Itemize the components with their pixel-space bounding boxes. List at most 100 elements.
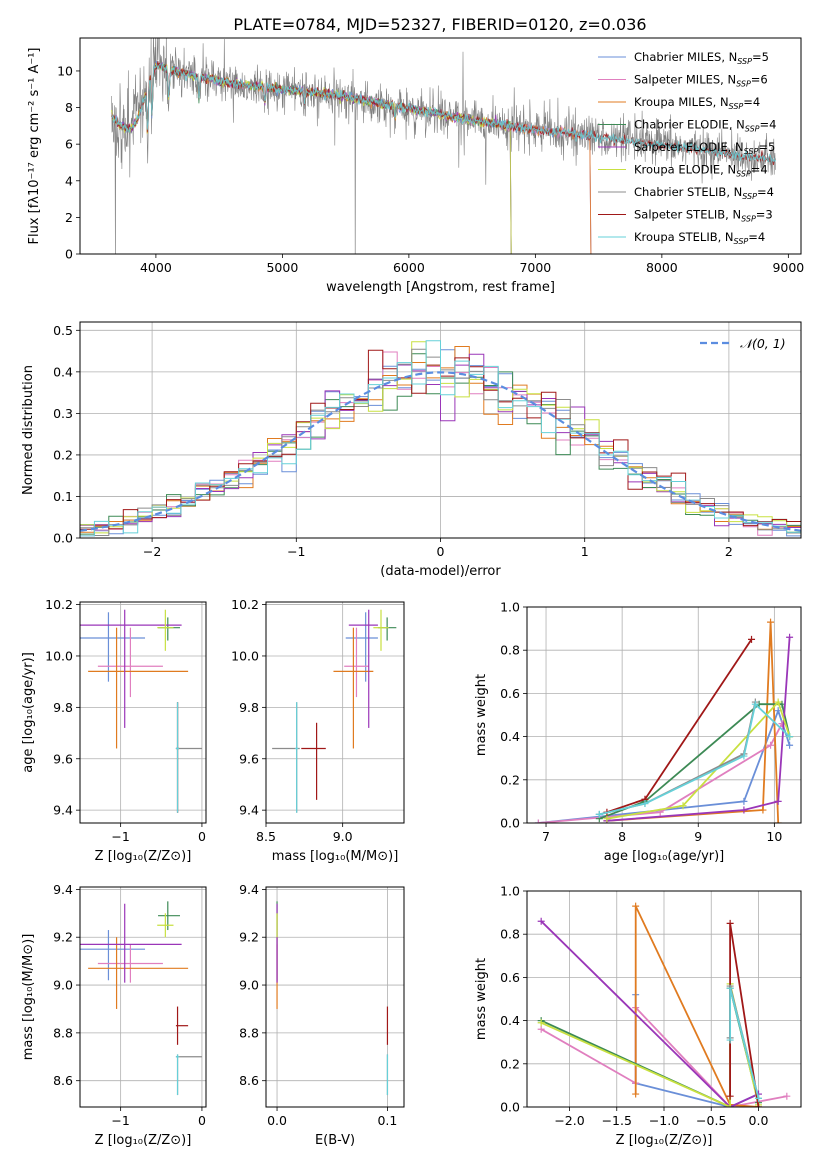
weight_vs_age-ytick-label: 0.4 <box>500 729 520 744</box>
series-kroupa_elodie <box>606 700 791 820</box>
age_vs_Z-panel: −1 0 9.4 9.6 9.8 10.0 10.2 Z [log₁₀(Z/Z⊙)] age [… <box>21 597 207 864</box>
age_vs_mass-xlabel: mass [log₁₀(M/M⊙)] <box>272 849 399 864</box>
weight_vs_Z-ytick-label: 0.6 <box>500 970 520 985</box>
age_vs_mass-panel: 8.5 9.0 9.4 9.6 9.8 10.0 10.2 mass [log₁₀(M/M⊙)… <box>231 597 405 864</box>
mass_vs_ebv-ytick-label: 9.4 <box>239 882 259 897</box>
marker-kroupa_elodie <box>603 815 611 823</box>
mass_vs_Z-xlabel: Z [log₁₀(Z/Z⊙)] <box>95 1133 192 1148</box>
marker-kroupa_elodie <box>679 802 687 810</box>
age_vs_Z-ytick-label: 10.0 <box>45 648 73 663</box>
mass_vs_Z-ytick-label: 8.8 <box>53 1025 73 1040</box>
legend-label-kroupa_elodie: Kroupa ELODIE, NSSP=4 <box>634 163 768 179</box>
observed-spectrum-line <box>111 38 776 254</box>
age_vs_mass-points <box>272 609 397 813</box>
mass_vs_ebv-xtick-label: 0.1 <box>377 1113 397 1128</box>
gaussian-legend-label: 𝒩(0, 1) <box>740 336 786 351</box>
marker-salpeter_stelib <box>726 1092 734 1100</box>
marker-kroupa_stelib <box>726 1036 734 1044</box>
marker-kroupa_miles <box>767 618 775 626</box>
series-kroupa_miles <box>634 905 759 1107</box>
spectrum-ytick-label: 0 <box>65 247 73 262</box>
weight_vs_age-grid <box>527 606 801 824</box>
weight_vs_age-ytick-label: 1.0 <box>500 600 520 615</box>
spectrum-ytick-label: 8 <box>65 100 73 115</box>
marker-salpeter_miles <box>534 819 542 823</box>
series-kroupa_elodie <box>540 983 760 1107</box>
spectrum-panel: 4000 5000 6000 7000 8000 9000 0 2 4 6 8 10 wavelengt… <box>27 37 804 295</box>
marker-salpeter_miles <box>537 1025 545 1033</box>
mass_vs_Z-panel: −1 0 8.6 8.8 9.0 9.2 9.4 Z [log₁₀(Z/Z⊙)] mass [l… <box>21 882 207 1148</box>
spectrum-legend: Chabrier MILES, NSSP=5 Salpeter MILES, NS… <box>598 50 776 246</box>
weight_vs_age-xtick-label: 7 <box>542 829 550 844</box>
age_vs_mass-frame <box>265 601 405 824</box>
spectrum-frame <box>79 37 802 255</box>
age_vs_mass-xtick-label: 9.0 <box>333 829 353 844</box>
marker-salpeter_miles <box>783 1092 791 1100</box>
age_vs_mass-ytick-label: 9.4 <box>239 803 259 818</box>
age_vs_Z-ticks: −1 0 9.4 9.6 9.8 10.0 10.2 <box>45 597 206 844</box>
histogram-kroupa_stelib <box>80 340 801 537</box>
series-kroupa_stelib <box>729 987 760 1099</box>
spectrum-xtick-label: 7000 <box>519 260 551 275</box>
mass_vs_ebv-ytick-label: 9.0 <box>239 978 259 993</box>
weight_vs_Z-xtick-label: −1.5 <box>602 1113 632 1128</box>
model-spectrum-kroupa_stelib <box>111 62 777 163</box>
age_vs_Z-xtick-label: −1 <box>111 829 129 844</box>
weight_vs_Z-xtick-label: −0.5 <box>696 1113 726 1128</box>
weight_vs_age-xtick-label: 9 <box>694 829 702 844</box>
legend-label-kroupa_stelib: Kroupa STELIB, NSSP=4 <box>634 230 765 246</box>
age_vs_Z-frame <box>79 601 207 824</box>
marker-kroupa_stelib <box>751 700 759 708</box>
residuals-ytick-label: 0.0 <box>53 531 73 546</box>
weight_vs_Z-ytick-label: 0.4 <box>500 1013 520 1028</box>
legend-label-chabrier_stelib: Chabrier STELIB, NSSP=4 <box>634 185 774 201</box>
mass_vs_Z-frame <box>79 886 207 1108</box>
marker-kroupa_elodie <box>726 1103 734 1107</box>
residuals-xtick-label: 2 <box>725 544 733 559</box>
spectrum-xtick-label: 4000 <box>140 260 172 275</box>
figure-title: PLATE=0784, MJD=52327, FIBERID=0120, z=0… <box>233 15 646 34</box>
residuals-ytick-label: 0.5 <box>53 323 73 338</box>
mass_vs_ebv-ytick-label: 8.6 <box>239 1073 259 1088</box>
mass_vs_Z-ytick-label: 8.6 <box>53 1073 73 1088</box>
age_vs_Z-xtick-label: 0 <box>198 829 206 844</box>
weight_vs_Z-panel: −2.0 −1.5 −1.0 −0.5 0.0 0.0 0.2 0.4 0.6 0.8 1.0 Z [… <box>474 884 802 1148</box>
plots-layer: 4000 5000 6000 7000 8000 90000246810wavelengt… <box>21 37 804 1148</box>
marker-chabrier_miles <box>786 741 794 749</box>
weight_vs_Z-ylabel: mass weight <box>474 958 489 1040</box>
spectrum-xtick-label: 6000 <box>393 260 425 275</box>
residuals-panel: −2 −1 0 1 2 0.0 0.1 0.2 0.3 0.4 0.5 (data-model)/er… <box>21 321 802 579</box>
spectrum-xlabel: wavelength [Angstrom, rest frame] <box>326 280 555 295</box>
spectrum-ytick-label: 10 <box>57 63 73 78</box>
mass_vs_Z-ytick-label: 9.4 <box>53 882 73 897</box>
mass_vs_ebv-xtick-label: 0.0 <box>267 1113 287 1128</box>
weight_vs_Z-xtick-label: 0.0 <box>749 1113 769 1128</box>
age_vs_Z-ytick-label: 9.6 <box>53 751 73 766</box>
marker-kroupa_miles <box>774 819 782 823</box>
weight_vs_age-xtick-label: 8 <box>618 829 626 844</box>
legend-label-salpeter_miles: Salpeter MILES, NSSP=6 <box>634 73 768 89</box>
mass_vs_Z-points <box>80 901 202 1096</box>
legend-label-salpeter_stelib: Salpeter STELIB, NSSP=3 <box>634 208 773 224</box>
series-salpeter_elodie <box>540 920 759 1107</box>
weight_vs_Z-grid <box>527 890 801 1108</box>
marker-kroupa_stelib <box>754 1094 762 1102</box>
mass_vs_ebv-ytick-label: 8.8 <box>239 1025 259 1040</box>
weight_vs_Z-xlabel: Z [log₁₀(Z/Z⊙)] <box>616 1133 713 1148</box>
age_vs_mass-ytick-label: 9.6 <box>239 751 259 766</box>
mass_vs_ebv-frame <box>265 886 405 1108</box>
residuals-ytick-label: 0.2 <box>53 447 73 462</box>
spectrum-ytick-label: 4 <box>65 173 73 188</box>
weight_vs_age-ytick-label: 0.8 <box>500 643 520 658</box>
weight_vs_age-xlabel: age [log₁₀(age/yr)] <box>604 849 725 864</box>
spectrum-xtick-label: 8000 <box>646 260 678 275</box>
residual-histograms <box>80 340 801 537</box>
marker-chabrier_miles <box>740 797 748 805</box>
mass_vs_ebv-ytick-label: 9.2 <box>239 930 259 945</box>
weight_vs_Z-ytick-label: 0.2 <box>500 1056 520 1071</box>
mass_vs_ebv-grid <box>266 887 404 1107</box>
age_vs_mass-xtick-label: 8.5 <box>256 829 276 844</box>
weight_vs_age-series <box>534 618 794 823</box>
mass_vs_ebv-points <box>276 901 389 1096</box>
marker-kroupa_stelib <box>595 810 603 818</box>
